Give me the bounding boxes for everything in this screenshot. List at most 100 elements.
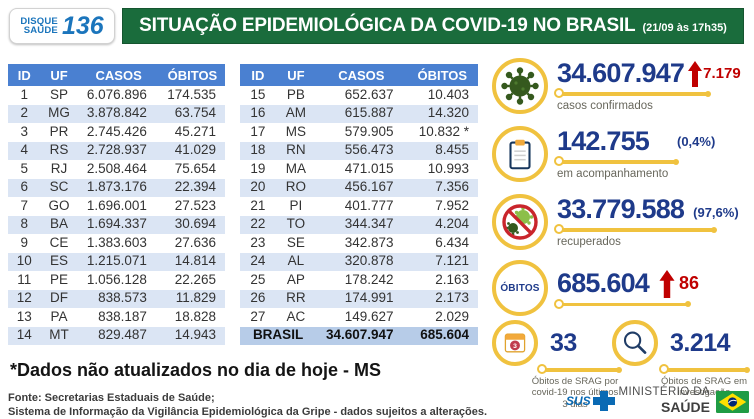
cell-casos: 652.637 (344, 86, 394, 102)
clipboard-icon (492, 126, 548, 182)
cell-obitos: 45.271 (174, 123, 216, 139)
up-arrow-icon (688, 60, 703, 87)
cell-casos: 615.887 (344, 105, 394, 121)
cell-obitos: 22.394 (174, 179, 216, 195)
cell-uf: PE (49, 271, 68, 287)
cell-uf: PA (50, 308, 68, 324)
col-uf: UF (40, 64, 78, 86)
cell-casos: 456.167 (344, 179, 394, 195)
cell-obitos: 18.828 (174, 308, 216, 324)
cell-id: 16 (250, 105, 266, 121)
table-row: 2 MG 3.878.842 63.754 (8, 104, 225, 123)
cell-id: 20 (250, 179, 266, 195)
table-row: 7 GO 1.696.001 27.523 (8, 197, 225, 216)
cell-casos: 1.873.176 (86, 179, 147, 195)
ministry-line1: MINISTÉRIO DA (618, 386, 710, 398)
table-row: 3 PR 2.745.426 45.271 (8, 123, 225, 142)
brazil-flag-icon (716, 391, 749, 418)
logo-line1: DISQUE (20, 15, 58, 27)
cell-casos: 149.627 (344, 308, 394, 324)
table-row: 10 ES 1.215.071 14.814 (8, 252, 225, 271)
up-arrow-icon (659, 269, 675, 298)
cell-obitos: 11.829 (175, 290, 216, 306)
cell-obitos: 63.754 (174, 105, 216, 121)
cases-table-left: ID UF CASOS ÓBITOS 1 SP 6.076.896 174.535 2 M… (8, 64, 225, 345)
casos-confirmados-value: 34.607.947 (557, 58, 685, 89)
cell-uf: CE (49, 234, 69, 250)
table-row: 23 SE 342.873 6.434 (240, 234, 478, 253)
cell-uf: AL (287, 253, 305, 269)
cell-obitos: 10.993 (427, 160, 469, 176)
col-uf: UF (275, 64, 317, 86)
cell-casos: 342.873 (344, 234, 394, 250)
table-row: 19 MA 471.015 10.993 (240, 160, 478, 179)
label-line: Óbitos de SRAG por (531, 375, 619, 387)
total-casos: 34.607.947 (316, 326, 407, 345)
cell-obitos: 174.535 (167, 86, 216, 102)
cell-id: 6 (20, 179, 29, 195)
table-row: 25 AP 178.242 2.163 (240, 271, 478, 290)
table-row: 24 AL 320.878 7.121 (240, 252, 478, 271)
stat-underline (659, 364, 750, 374)
cell-uf: MG (48, 105, 70, 121)
cell-casos: 3.878.842 (86, 105, 147, 121)
disque-saude-label: DISQUE SAÚDE (20, 15, 58, 36)
stat-srag-investigation: 3.214 Óbitos de SRAG em investigação (612, 320, 754, 399)
em-acompanhamento-label: em acompanhamento (557, 167, 669, 180)
cell-id: 12 (16, 290, 32, 306)
srag-recent-label: Óbitos de SRAG por covid-19 nos últimos … (526, 376, 624, 412)
cell-casos: 344.347 (344, 216, 394, 232)
cell-casos: 1.694.337 (86, 216, 147, 232)
col-casos: CASOS (316, 64, 407, 86)
table-header: ID UF CASOS ÓBITOS (8, 64, 225, 86)
table-row: 13 PA 838.187 18.828 (8, 308, 225, 327)
page-title: SITUAÇÃO EPIDEMIOLÓGICA DA COVID-19 NO B… (139, 15, 636, 36)
cell-obitos: 7.356 (435, 179, 469, 195)
cell-uf: SP (49, 86, 68, 102)
disque-saude-logo: DISQUE SAÚDE 136 (9, 8, 115, 44)
cell-uf: RJ (50, 160, 68, 176)
table-row: 21 PI 401.777 7.952 (240, 197, 478, 216)
cell-uf: GO (48, 197, 70, 213)
table-row: 1 SP 6.076.896 174.535 (8, 86, 225, 105)
srag-investigation-value: 3.214 (670, 328, 731, 357)
sus-logo: SUS (566, 391, 615, 411)
casos-delta: 7.179 (703, 65, 741, 83)
cell-id: 22 (250, 216, 266, 232)
cell-uf: MT (49, 327, 69, 343)
obitos-badge-label: ÓBITOS (500, 282, 540, 294)
stat-casos-confirmados: 34.607.947 7.179 casos confirmados (492, 58, 741, 114)
cell-obitos: 2.163 (435, 271, 469, 287)
header-row: ID UF CASOS ÓBITOS (8, 64, 225, 86)
cell-uf: MS (285, 123, 307, 139)
cell-id: 21 (250, 197, 266, 213)
table-row: 9 CE 1.383.603 27.636 (8, 234, 225, 253)
cell-id: 4 (20, 142, 29, 158)
cell-obitos: 10.403 (427, 86, 469, 102)
sus-logo-text: SUS (566, 394, 591, 408)
cell-uf: ES (49, 253, 68, 269)
table-row: 16 AM 615.887 14.320 (240, 104, 478, 123)
cell-uf: DF (49, 290, 68, 306)
table-body-right: 15 PB 652.637 10.403 16 AM 615.887 14.320 17 MS 57… (240, 86, 478, 327)
sus-cross-icon (592, 391, 615, 411)
table-row: 20 RO 456.167 7.356 (240, 178, 478, 197)
cell-uf: PB (286, 86, 305, 102)
stat-srag-recent: 3 33 Óbitos de SRAG por covid-19 nos últ… (492, 320, 626, 411)
cell-obitos: 27.636 (174, 234, 216, 250)
cell-obitos: 75.654 (174, 160, 216, 176)
cell-casos: 401.777 (344, 197, 394, 213)
cell-casos: 579.905 (344, 123, 394, 139)
cell-uf: BA (49, 216, 68, 232)
table-header: ID UF CASOS ÓBITOS (240, 64, 478, 86)
cell-obitos: 27.523 (174, 197, 216, 213)
brasil-total-row: BRASIL 34.607.947 685.604 (240, 326, 478, 345)
table-row: 5 RJ 2.508.464 75.654 (8, 160, 225, 179)
cell-uf: PI (289, 197, 303, 213)
cell-uf: RN (286, 142, 306, 158)
cell-uf: RO (285, 179, 307, 195)
cell-uf: RS (49, 142, 69, 158)
cell-id: 7 (20, 197, 29, 213)
table-total: BRASIL 34.607.947 685.604 (240, 326, 478, 345)
total-obitos: 685.604 (406, 326, 478, 345)
